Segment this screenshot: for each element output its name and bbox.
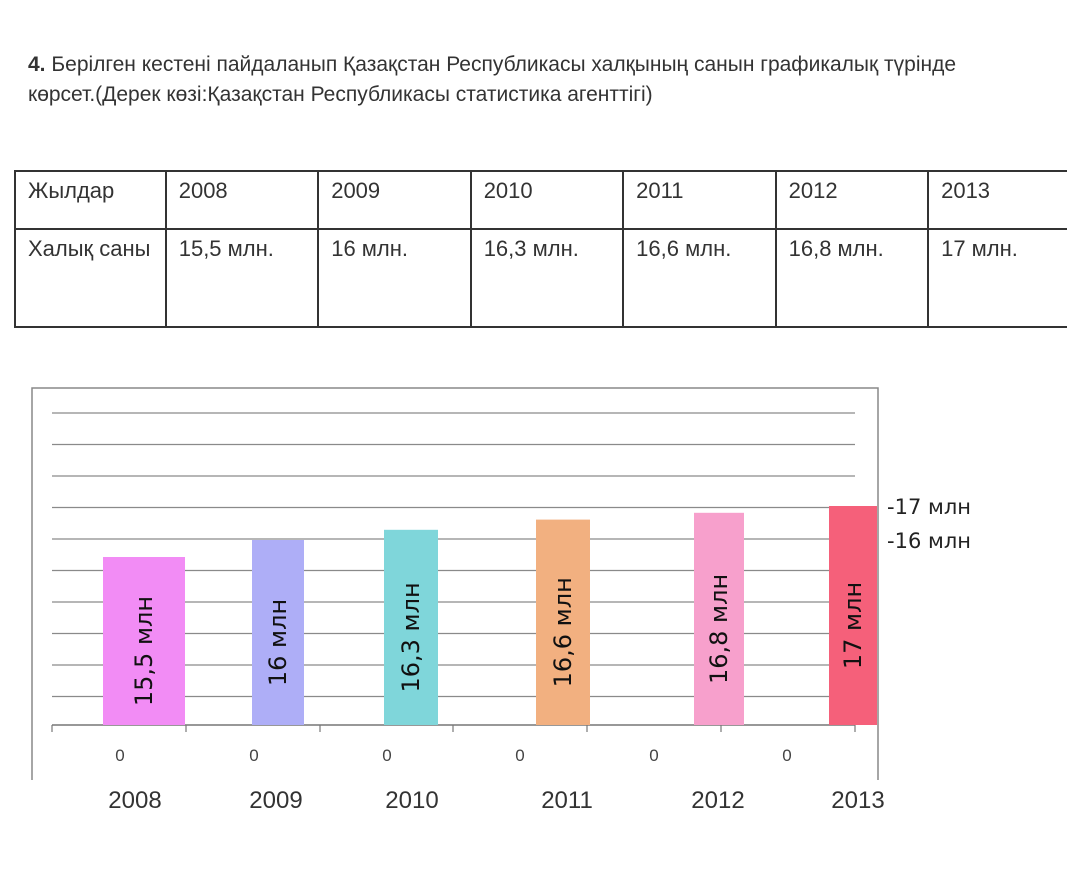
table-cell-value: 16,6 млн.	[622, 228, 777, 328]
population-bar-chart: 15,5 млн 16 млн 16,3 млн 16,6 млн 16,8 млн 17…	[31, 387, 971, 814]
bar	[536, 519, 590, 725]
side-tick-label: -16 млн	[887, 529, 971, 553]
table-cell-value: 15,5 млн.	[164, 228, 320, 328]
bar-value-label: 17 млн	[839, 582, 867, 669]
table-row-population: Халық саны 15,5 млн. 16 млн. 16,3 млн. 1…	[14, 228, 1067, 328]
x-zero-label: 0	[382, 746, 391, 765]
task-text: 4. Берілген кестені пайдаланып Қазақстан…	[28, 50, 1028, 110]
bar-value-label: 15,5 млн	[130, 596, 158, 706]
task-body: Берілген кестені пайдаланып Қазақстан Ре…	[28, 53, 957, 106]
bar	[694, 512, 744, 725]
bar	[384, 529, 438, 725]
table-row-label: Халық саны	[14, 228, 167, 328]
table-cell-value: 16,3 млн.	[469, 228, 625, 328]
bar-value-label: 16 млн	[264, 599, 292, 686]
table-cell-year: 2013	[927, 170, 1067, 230]
table-cell-year: 2011	[622, 170, 777, 230]
side-tick-label: -17 млн	[887, 495, 971, 519]
table-cell-value: 16,8 млн.	[774, 228, 930, 328]
table-row-years: Жылдар 2008 2009 2010 2011 2012 2013	[14, 170, 1067, 230]
table-header-label: Жылдар	[14, 170, 167, 230]
table-cell-value: 17 млн.	[927, 228, 1067, 328]
table-cell-year: 2012	[774, 170, 930, 230]
x-zero-label: 0	[249, 746, 258, 765]
task-number: 4.	[28, 53, 46, 76]
x-tick-label: 2011	[541, 787, 593, 814]
bar-value-label: 16,6 млн	[549, 577, 577, 687]
bar	[103, 557, 185, 725]
table-cell-year: 2009	[317, 170, 472, 230]
x-tick-label: 2013	[831, 787, 884, 814]
bar	[829, 506, 877, 725]
bar-value-label: 16,3 млн	[397, 582, 425, 692]
table-cell-year: 2010	[469, 170, 625, 230]
table-cell-year: 2008	[164, 170, 320, 230]
table-cell-value: 16 млн.	[317, 228, 472, 328]
x-tick-label: 2009	[249, 787, 302, 814]
bar	[252, 540, 304, 725]
x-tick-label: 2012	[691, 787, 744, 814]
population-table: Жылдар 2008 2009 2010 2011 2012 2013 Хал…	[14, 170, 1067, 328]
x-zero-label: 0	[115, 746, 124, 765]
x-zero-label: 0	[782, 746, 791, 765]
x-tick-label: 2008	[108, 787, 161, 814]
x-zero-label: 0	[649, 746, 658, 765]
x-zero-label: 0	[515, 746, 524, 765]
bar-value-label: 16,8 млн	[705, 574, 733, 684]
plot-frame	[31, 387, 879, 780]
x-tick-label: 2010	[385, 787, 438, 814]
